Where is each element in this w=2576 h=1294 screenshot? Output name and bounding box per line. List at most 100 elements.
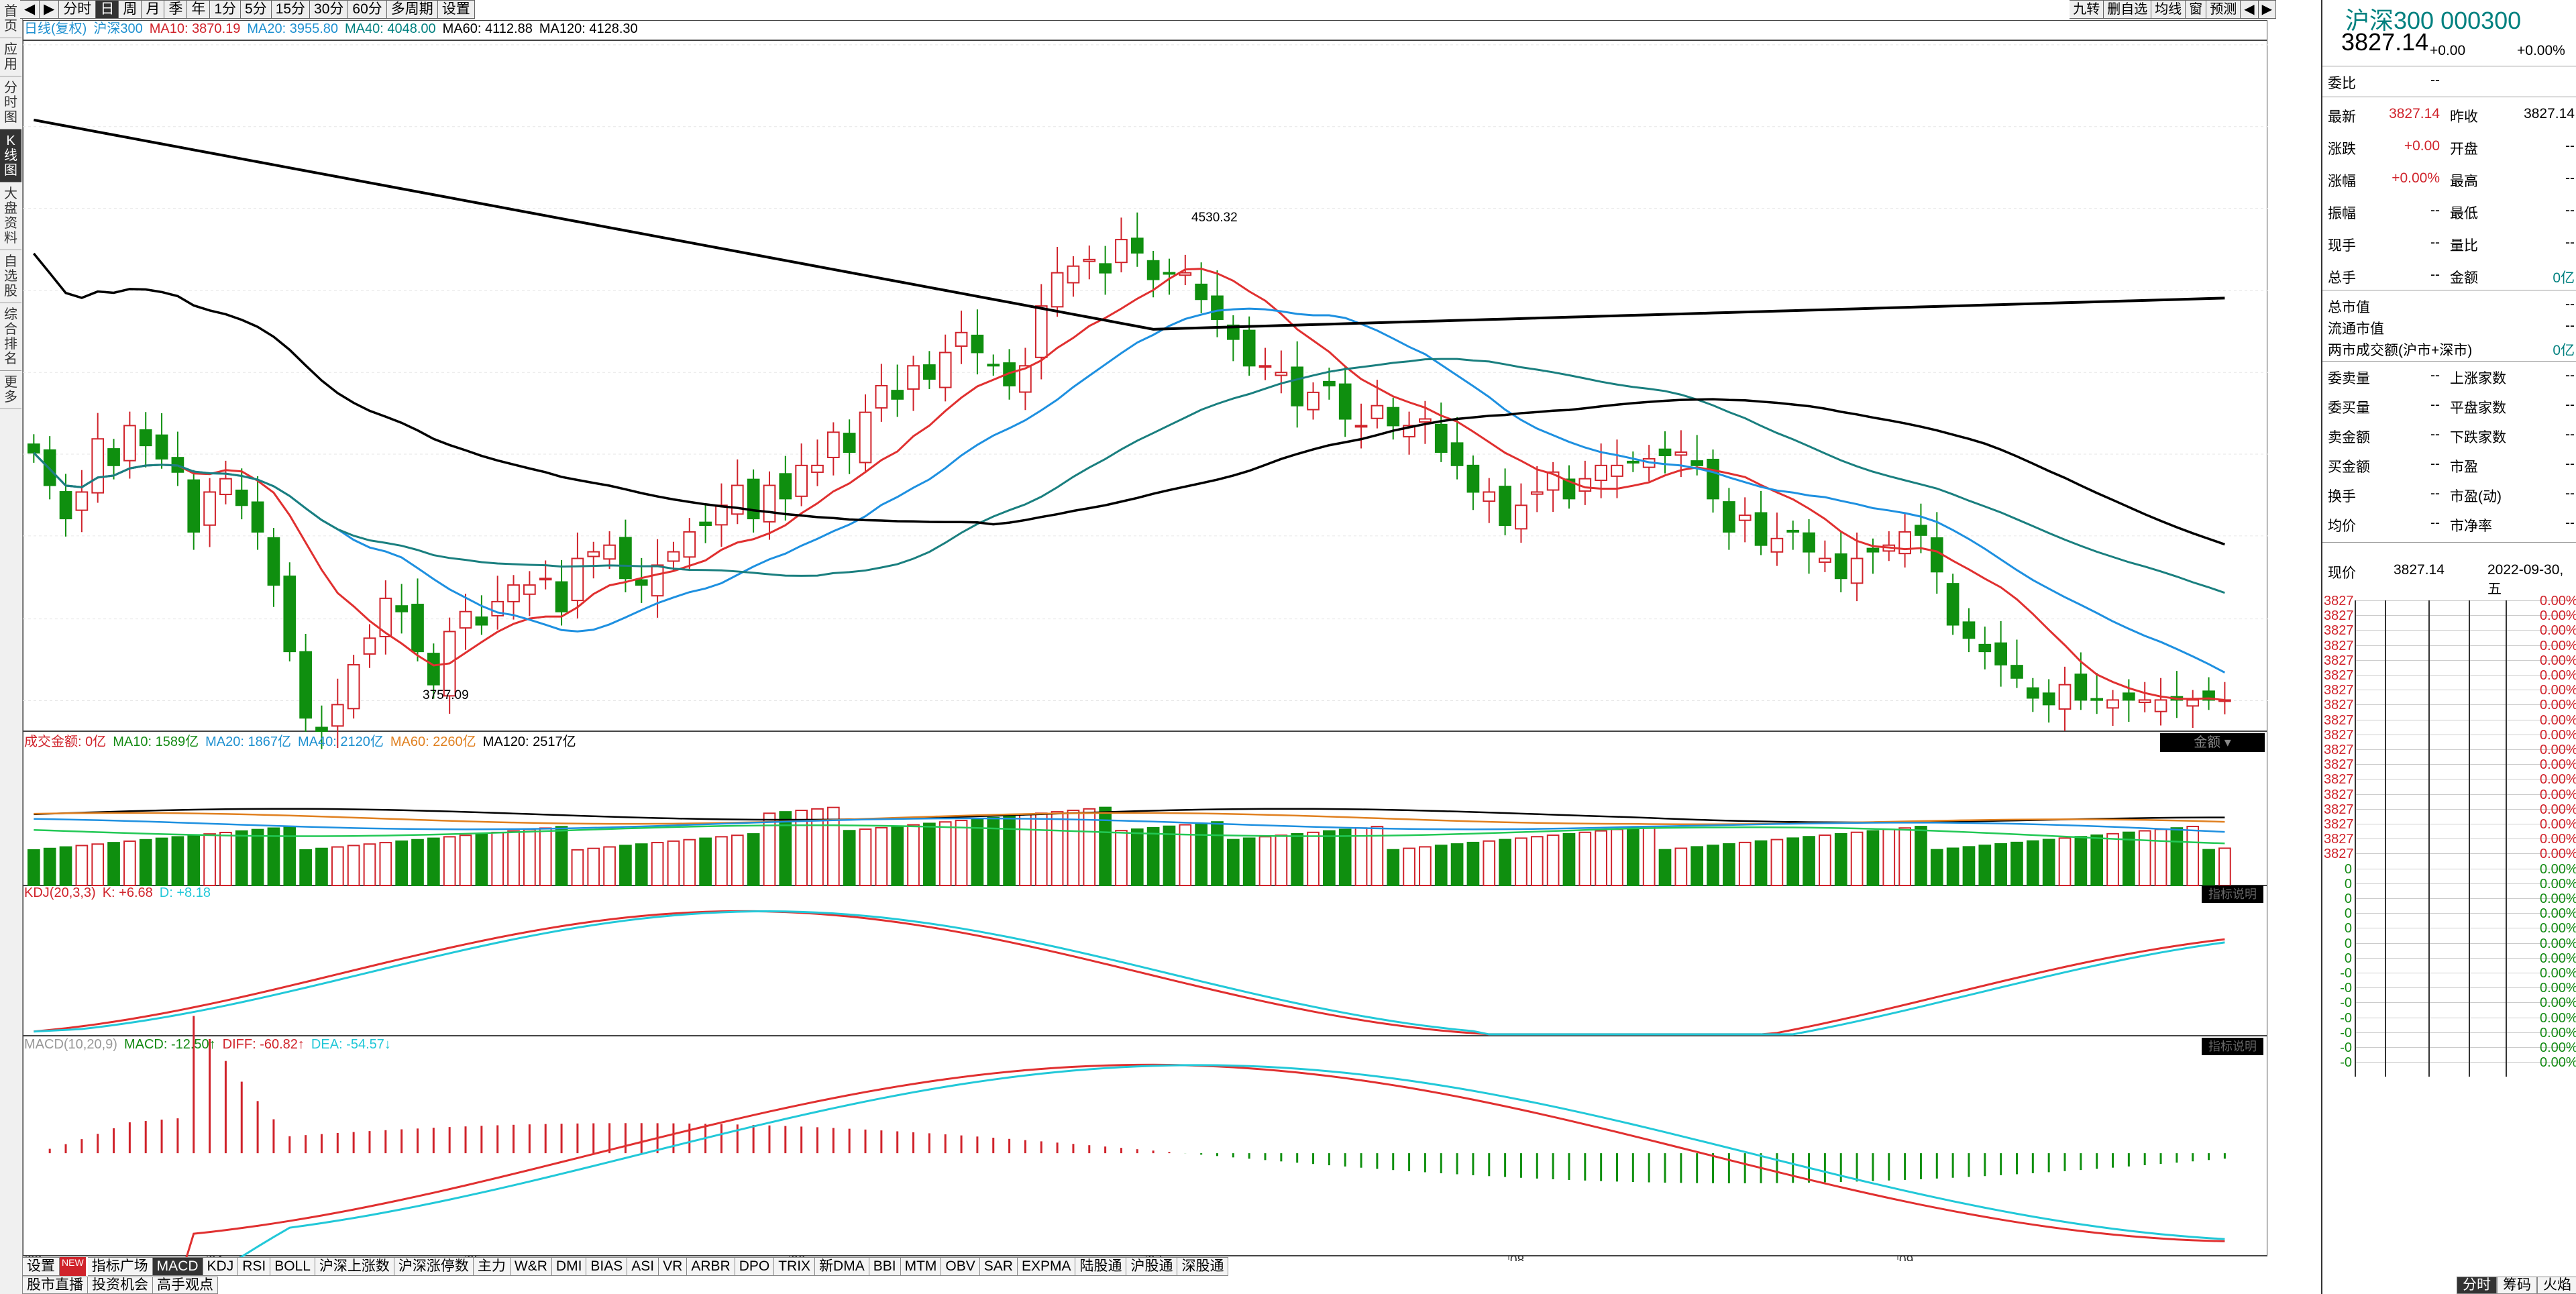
chart-title: 日线(复权) xyxy=(24,21,87,36)
indicator-tab[interactable]: BOLL xyxy=(270,1257,315,1276)
period-tab[interactable]: 30分 xyxy=(310,0,349,19)
indicator-tab[interactable]: MTM xyxy=(900,1257,942,1276)
sidebar-item-ranking[interactable]: 综合排名 xyxy=(0,303,21,371)
indicator-tab[interactable]: KDJ xyxy=(203,1257,239,1276)
kline-svg[interactable]: 4813469045674443432041974074394938260304… xyxy=(22,19,2310,1294)
indicator-tab[interactable]: VR xyxy=(659,1257,688,1276)
top-right-tab[interactable]: 预测 xyxy=(2206,0,2241,19)
candle-body xyxy=(1786,529,1800,533)
nav-left-icon[interactable]: ◀ xyxy=(2241,0,2259,19)
now-price-row: 现价 3827.14 2022-09-30,五 xyxy=(2322,562,2576,597)
top-right-tab[interactable]: 均线 xyxy=(2151,0,2186,19)
sidebar-item-apps[interactable]: 应用 xyxy=(0,38,21,76)
volume-bar xyxy=(1803,836,1815,886)
candle-body xyxy=(507,584,520,602)
sidebar-item-watchlist[interactable]: 自选股 xyxy=(0,250,21,303)
indicator-tab[interactable]: 主力 xyxy=(473,1257,511,1276)
indicator-tab[interactable]: EXPMA xyxy=(1017,1257,1076,1276)
bottom-bar-tab[interactable]: 股市直播 xyxy=(23,1277,88,1294)
indicator-tab[interactable]: SAR xyxy=(979,1257,1018,1276)
candle-body xyxy=(2154,699,2167,712)
candle-body xyxy=(28,443,40,454)
nav-left-icon[interactable]: ◀ xyxy=(20,0,40,19)
period-tab[interactable]: 年 xyxy=(187,0,211,19)
indicator-tab[interactable]: 沪深涨停数 xyxy=(394,1257,474,1276)
candle-body xyxy=(523,584,536,595)
period-tab[interactable]: 60分 xyxy=(348,0,387,19)
indicator-tab[interactable]: TRIX xyxy=(774,1257,816,1276)
volume-bar xyxy=(1419,846,1432,887)
sidebar-item-more[interactable]: 更多 xyxy=(0,371,21,409)
kline-chart-area[interactable]: 4813469045674443432041974074394938260304… xyxy=(22,19,2310,1294)
amount-select[interactable]: 金额 ▾ xyxy=(2160,733,2265,752)
period-tab[interactable]: 多周期 xyxy=(386,0,438,19)
candle-body xyxy=(1258,365,1272,368)
candle-body xyxy=(1962,621,1976,639)
indicator-tab[interactable]: BBI xyxy=(869,1257,901,1276)
vol-ma20: MA20: 1867亿 xyxy=(205,735,291,749)
period-tab[interactable]: 分时 xyxy=(59,0,97,19)
weibi-row: 委比 -- xyxy=(2322,72,2576,99)
volume-bar xyxy=(2218,847,2231,886)
indicator-tab[interactable]: W&R xyxy=(510,1257,552,1276)
indicator-tab[interactable]: ARBR xyxy=(687,1257,735,1276)
bottom-bar-tab[interactable]: 高手观点 xyxy=(153,1277,218,1294)
quote-value: -- xyxy=(2565,486,2575,501)
indicator-tab[interactable]: 深股通 xyxy=(1177,1257,1229,1276)
volume-bar xyxy=(1275,834,1288,886)
top-right-tab[interactable]: 窗 xyxy=(2186,0,2207,19)
indicator-tab[interactable]: MACD xyxy=(152,1257,203,1276)
nav-right-icon[interactable]: ▶ xyxy=(40,0,60,19)
sidebar-item-market-info[interactable]: 大盘资料 xyxy=(0,182,21,250)
indicator-tab[interactable]: 指标广场 xyxy=(87,1257,153,1276)
right-tab[interactable]: 火焰 xyxy=(2537,1277,2576,1294)
kdj-help-button[interactable]: 指标说明 xyxy=(2202,885,2263,903)
candle-body xyxy=(1819,557,1831,563)
quote-label: 上涨家数 xyxy=(2450,371,2506,386)
period-tab[interactable]: 月 xyxy=(142,0,165,19)
bottom-bar-tab[interactable]: 投资机会 xyxy=(88,1277,153,1294)
candle-body xyxy=(1307,391,1320,411)
indicator-tab[interactable]: 沪深上涨数 xyxy=(315,1257,394,1276)
indicator-tab[interactable]: DMI xyxy=(551,1257,587,1276)
candle-body xyxy=(1978,643,1992,653)
volume-bar xyxy=(683,839,696,886)
right-tab[interactable]: 筹码 xyxy=(2497,1277,2537,1294)
quote-label: 均价 xyxy=(2328,519,2356,534)
indicator-tab[interactable]: ASI xyxy=(627,1257,659,1276)
period-tab[interactable]: 5分 xyxy=(241,0,272,19)
right-tab[interactable]: 分时 xyxy=(2457,1277,2497,1294)
sidebar-item-timeline[interactable]: 分时图 xyxy=(0,76,21,129)
volume-bar xyxy=(907,824,920,886)
period-tab[interactable]: 日 xyxy=(96,0,119,19)
period-tab[interactable]: 1分 xyxy=(210,0,241,19)
top-right-tab[interactable]: 删自选 xyxy=(2104,0,2152,19)
candle-body xyxy=(1067,265,1080,284)
nav-right-icon[interactable]: ▶ xyxy=(2258,0,2276,19)
indicator-tab[interactable]: RSI xyxy=(238,1257,271,1276)
period-tab[interactable]: 15分 xyxy=(271,0,311,19)
indicator-tab[interactable]: DPO xyxy=(735,1257,775,1276)
indicator-tab[interactable]: BIAS xyxy=(586,1257,628,1276)
sidebar-item-kline[interactable]: K线图 xyxy=(0,129,21,182)
period-tab[interactable]: 设置 xyxy=(437,0,475,19)
volume-bar xyxy=(1307,831,1320,886)
indicator-tab[interactable]: OBV xyxy=(941,1257,980,1276)
indicator-tab[interactable]: 新DMA xyxy=(815,1257,869,1276)
sidebar-item-home[interactable]: 首页 xyxy=(0,0,21,38)
candle-body xyxy=(1163,272,1176,275)
macd-help-button[interactable]: 指标说明 xyxy=(2202,1038,2263,1055)
indicator-tab[interactable]: 沪股通 xyxy=(1126,1257,1178,1276)
ma10-line xyxy=(33,268,2225,701)
candle-body xyxy=(891,390,904,400)
period-tab[interactable]: 周 xyxy=(119,0,142,19)
volume-bar xyxy=(2090,834,2104,886)
period-tab[interactable]: 季 xyxy=(164,0,188,19)
top-right-tab[interactable]: 九转 xyxy=(2070,0,2104,19)
indicator-tab[interactable]: 陆股通 xyxy=(1075,1257,1127,1276)
volume-bar xyxy=(1226,839,1240,887)
candle-body xyxy=(1371,405,1384,419)
volume-bar xyxy=(459,834,472,886)
indicator-tab[interactable]: 设置 xyxy=(23,1257,60,1276)
mini-price-label: -0 xyxy=(2340,966,2352,981)
